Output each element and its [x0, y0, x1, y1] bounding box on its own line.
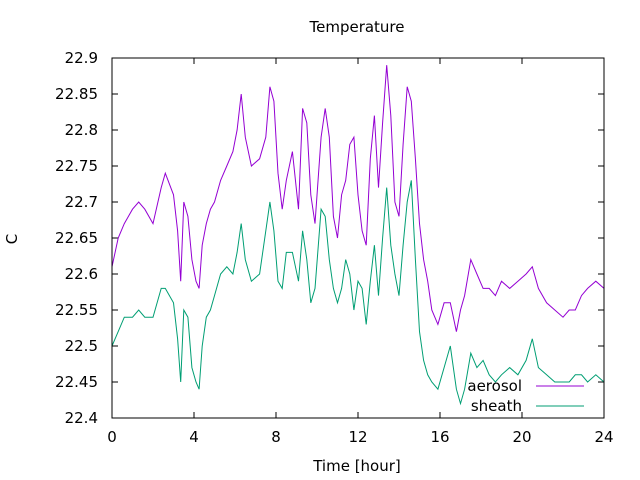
legend-label-sheath: sheath — [471, 397, 522, 415]
y-tick-label: 22.75 — [55, 157, 98, 175]
series-lines — [111, 65, 605, 406]
y-tick-label: 22.6 — [65, 265, 98, 283]
x-axis-label: Time [hour] — [312, 457, 401, 475]
series-line-aerosol — [111, 65, 605, 332]
legend-label-aerosol: aerosol — [467, 377, 522, 395]
y-tick-label: 22.8 — [65, 121, 98, 139]
x-tick-label: 0 — [107, 428, 117, 446]
y-tick-label: 22.7 — [65, 193, 98, 211]
x-tick-label: 4 — [189, 428, 199, 446]
x-tick-label: 20 — [512, 428, 531, 446]
plot-frame — [111, 57, 605, 419]
y-tick-label: 22.65 — [55, 229, 98, 247]
y-tick-label: 22.45 — [55, 373, 98, 391]
series-line-sheath — [111, 180, 605, 406]
y-tick-label: 22.4 — [65, 409, 98, 427]
x-tick-label: 24 — [594, 428, 613, 446]
y-axis-label: C — [3, 234, 21, 244]
y-tick-label: 22.55 — [55, 301, 98, 319]
x-tick-label: 16 — [430, 428, 449, 446]
y-tick-label: 22.5 — [65, 337, 98, 355]
x-tick-label: 12 — [348, 428, 367, 446]
y-tick-label: 22.9 — [65, 49, 98, 67]
y-tick-label: 22.85 — [55, 85, 98, 103]
chart-title: Temperature — [308, 18, 404, 36]
legend: aerosol sheath — [467, 377, 584, 415]
x-tick-label: 8 — [271, 428, 281, 446]
